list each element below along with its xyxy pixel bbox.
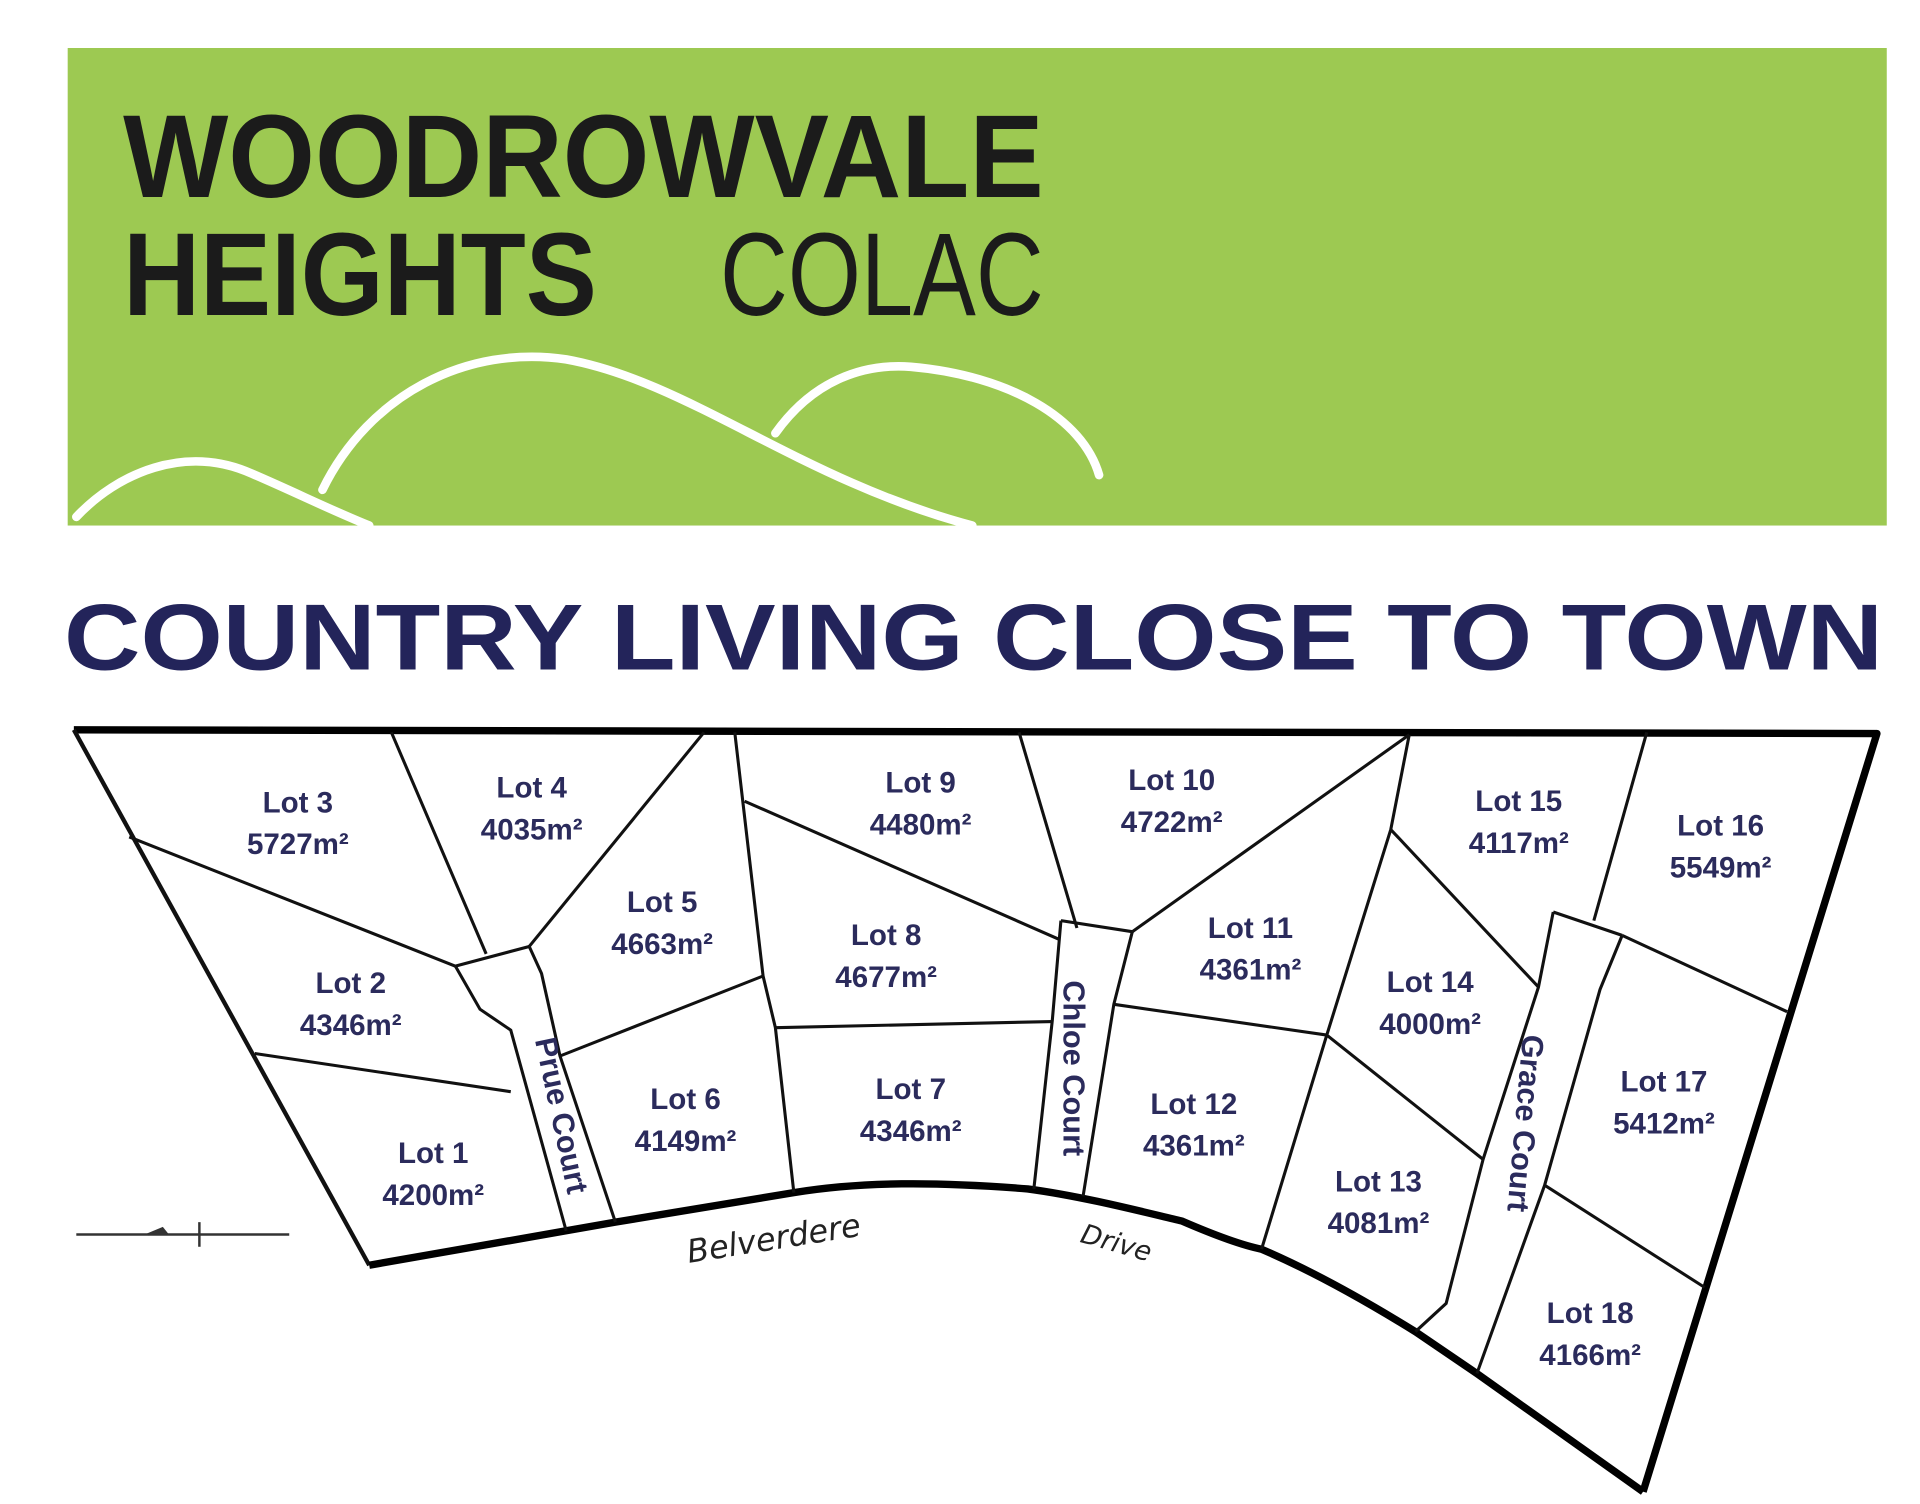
- lot-area: 4480m²: [870, 808, 972, 841]
- lot-label: Lot 16 5549m²: [1670, 810, 1772, 885]
- lot-area: 4361m²: [1143, 1130, 1245, 1163]
- lot-area: 4081m²: [1328, 1207, 1430, 1240]
- lot-label: Lot 10 4722m²: [1121, 764, 1223, 839]
- chloe-court-west: [1032, 920, 1063, 1190]
- street-label-drive: Drive: [1077, 1219, 1155, 1269]
- lot-number: Lot 6: [650, 1083, 721, 1116]
- lot-area: 4663m²: [611, 928, 713, 961]
- lot-label: Lot 12 4361m²: [1143, 1088, 1245, 1163]
- lot-boundaries: [71, 726, 1881, 1495]
- lot-label: Lot 13 4081m²: [1328, 1165, 1430, 1240]
- lot-label: Lot 11 4361m²: [1200, 912, 1302, 987]
- lot-label: Lot 5 4663m²: [611, 886, 713, 961]
- lot-area: 4200m²: [382, 1179, 484, 1212]
- lot-number: Lot 4: [496, 772, 567, 805]
- street-label-prue-court: Prue Court: [528, 1034, 595, 1197]
- lot-area: 4000m²: [1379, 1008, 1481, 1041]
- lot-number: Lot 11: [1208, 912, 1293, 945]
- street-label-chloe-court: Chloe Court: [1056, 980, 1091, 1156]
- street-label-belverdere: Belverdere: [684, 1206, 863, 1271]
- lot-label: Lot 3 5727m²: [247, 786, 349, 861]
- lot-area: 5727m²: [247, 828, 349, 861]
- north-arrow-icon: [76, 1222, 290, 1247]
- lot-label: Lot 7 4346m²: [860, 1073, 962, 1148]
- lot-label: Lot 18 4166m²: [1539, 1297, 1641, 1372]
- lot-number: Lot 2: [316, 967, 387, 1000]
- lot-area: 4361m²: [1200, 954, 1302, 987]
- lot-area: 4117m²: [1469, 827, 1569, 860]
- lot-number: Lot 10: [1128, 764, 1215, 797]
- lot-area: 5549m²: [1670, 852, 1772, 885]
- brand-line-1: WOODROWVALE: [123, 91, 1044, 223]
- lot-number: Lot 14: [1387, 966, 1475, 999]
- lot-label: Lot 8 4677m²: [835, 919, 937, 994]
- lot-number: Lot 8: [851, 919, 922, 952]
- lot-number: Lot 9: [885, 767, 956, 800]
- prue-court-east: [527, 945, 617, 1223]
- lot-number: Lot 7: [876, 1073, 947, 1106]
- prue-court-west: [454, 965, 568, 1232]
- lot-area: 4346m²: [300, 1009, 402, 1042]
- lot-area: 4677m²: [835, 961, 937, 994]
- lot-area: 5412m²: [1613, 1108, 1715, 1141]
- lot-label: Lot 14 4000m²: [1379, 966, 1481, 1041]
- lot-number: Lot 13: [1335, 1165, 1422, 1198]
- brand-line-2-heights: HEIGHTS: [123, 209, 597, 341]
- lot-label: Lot 15 4117m²: [1469, 785, 1569, 860]
- lot-area: 4035m²: [481, 813, 583, 846]
- west-boundary: [71, 728, 372, 1267]
- lot-label: Lot 17 5412m²: [1613, 1066, 1715, 1141]
- lot-number: Lot 16: [1677, 810, 1764, 843]
- lot-label: Lot 9 4480m²: [870, 767, 972, 842]
- lot-number: Lot 12: [1150, 1088, 1237, 1121]
- brand-line-2-colac: COLAC: [720, 209, 1044, 341]
- lot-label: Lot 2 4346m²: [300, 967, 402, 1042]
- lot-area: 4149m²: [635, 1125, 737, 1158]
- grace-court-west: [1414, 911, 1555, 1333]
- outer-boundary: [73, 726, 1881, 1493]
- lot-number: Lot 15: [1475, 785, 1562, 818]
- belverdere-drive-edge: [368, 1180, 1646, 1495]
- grace-court-east: [1475, 934, 1624, 1375]
- lot-number: Lot 1: [398, 1137, 469, 1170]
- tagline: COUNTRY LIVING CLOSE TO TOWN: [64, 585, 1883, 690]
- lot-number: Lot 3: [263, 786, 334, 819]
- lot-area: 4722m²: [1121, 806, 1223, 839]
- hills-logo-icon: [72, 352, 1104, 530]
- lot-labels: Lot 1 4200m² Lot 2 4346m² Lot 3 5727m² Lot 4 40…: [247, 764, 1772, 1372]
- lot-label: Lot 6 4149m²: [635, 1083, 737, 1158]
- lot-number: Lot 5: [627, 886, 698, 919]
- lot-area: 4346m²: [860, 1115, 962, 1148]
- lot-label: Lot 1 4200m²: [382, 1137, 484, 1212]
- lot-number: Lot 18: [1547, 1297, 1634, 1330]
- lot-area: 4166m²: [1539, 1339, 1641, 1372]
- lot-label: Lot 4 4035m²: [481, 772, 583, 847]
- green-banner: [67, 48, 1887, 526]
- lot-number: Lot 17: [1621, 1066, 1708, 1099]
